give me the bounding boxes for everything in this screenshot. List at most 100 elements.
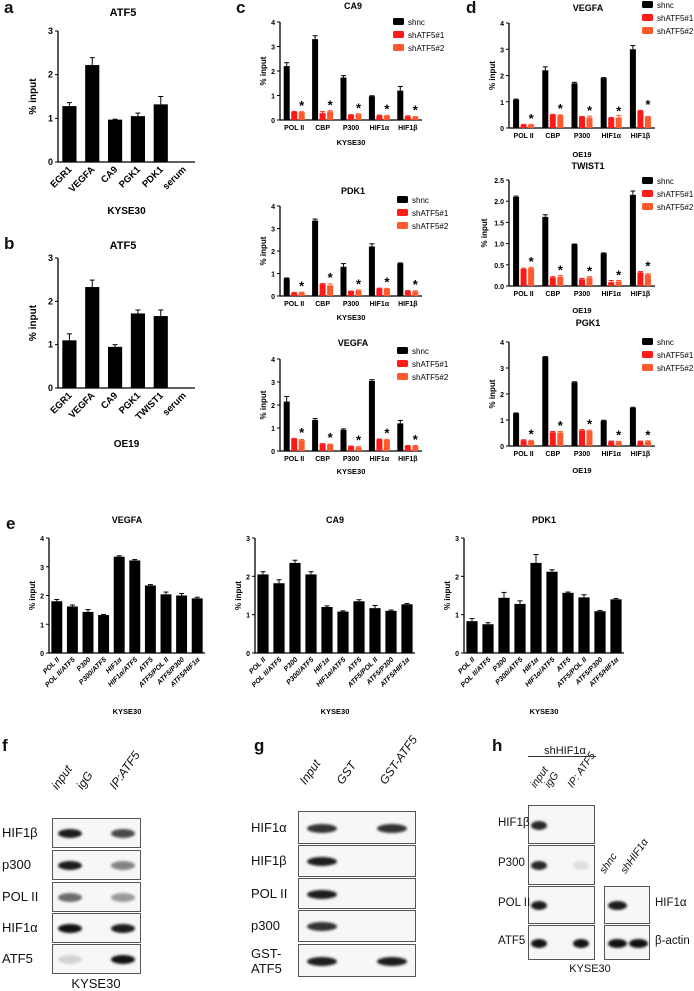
bar-shatf52 [615,117,622,128]
bar-chip [191,598,203,653]
y-axis-label: % input [488,61,497,90]
bar-atf5 [153,316,168,388]
y-tick-label: 1 [271,94,275,101]
bar-shatf52 [586,277,593,286]
bar-atf5 [153,104,168,162]
band [377,956,407,966]
legend-label: shATF5#2 [412,373,449,382]
bar-chip [257,574,269,653]
legend-label: shATF5#1 [657,351,694,360]
bar-shatf52 [557,115,564,128]
y-tick-label: 0.5 [494,263,504,270]
bar-chip [514,603,526,653]
x-axis-label: OE19 [572,466,591,475]
bar-shatf52 [327,111,334,120]
legend-swatch [642,177,653,184]
band [58,893,82,902]
chart-title: VEGFA [112,515,143,525]
panel-label-c: c [236,0,246,17]
bar-shnc [629,49,636,128]
bar-shatf51 [348,291,354,296]
significance-star: * [558,263,564,278]
significance-star: * [645,97,651,112]
y-axis-label: % input [28,78,39,115]
bar-shnc [629,194,636,286]
row-label: POL II [251,885,288,901]
significance-star: * [328,97,334,112]
x-axis-label: OE19 [114,439,140,450]
bar-chip [594,611,606,653]
bar-chip [98,615,110,653]
bar-shnc [397,423,404,451]
x-tick-label: CBP [545,451,560,458]
bar-shatf51 [579,430,585,446]
bar-shatf51 [520,124,527,128]
significance-star: * [558,101,564,116]
legend-swatch [642,14,653,21]
band [111,829,135,838]
band [531,901,547,910]
y-tick-label: 1 [40,622,44,629]
bar-shatf51 [637,110,644,128]
significance-star: * [413,102,419,117]
bar-shatf52 [615,441,622,446]
legend-label: shnc [657,177,674,186]
y-tick-label: 2 [246,574,250,581]
bar-shatf51 [520,440,527,446]
y-axis-label: % input [259,236,268,265]
row-label: HIF1β [2,825,38,840]
x-tick-label: VEGFA [67,390,98,421]
legend-swatch [397,209,408,216]
bar-chip [401,604,413,653]
y-axis-label: % input [480,218,489,247]
bar-shatf51 [348,446,354,451]
bar-chip [562,592,574,653]
bar-chip [385,610,397,653]
bar-shnc [629,407,636,446]
bar-shatf52 [644,116,651,128]
bar-atf5 [108,346,123,388]
band [307,956,337,966]
legend-swatch [642,27,653,34]
bar-shatf52 [586,117,593,128]
bar-shatf51 [291,292,298,296]
legend-swatch [393,31,404,38]
chart-d2: TWIST1 0.0 0.5 1.0 1.5 2.0 2.5 % input OE19 * POL … [480,161,694,315]
x-tick-label: HIF1α [370,456,390,463]
bar-shnc [542,216,549,286]
legend-swatch [393,18,404,25]
bar-shatf51 [291,438,298,451]
significance-star: * [616,104,622,119]
panel-label-h: h [492,736,503,755]
significance-star: * [299,279,305,294]
y-tick-label: 1 [48,113,53,123]
legend-label: shATF5#2 [657,364,694,373]
y-tick-label: 1 [500,418,504,425]
y-tick-label: 2 [48,70,53,80]
y-tick-label: 0 [500,126,504,133]
bar-atf5 [130,313,145,388]
bar-shatf51 [319,444,326,451]
blot-row-hif1 [298,845,416,877]
bar-shatf52 [528,124,535,128]
bar-shnc [283,401,290,451]
bar-shatf51 [579,279,585,286]
bar-shnc [340,266,347,296]
x-tick-label: serum [161,390,189,418]
panel-label-a: a [4,0,14,17]
x-axis-label: KYSE30 [113,707,142,716]
significance-star: * [587,264,593,279]
band [608,901,627,910]
x-tick-label: POL II [514,451,534,458]
bar-chip [305,574,317,653]
chart-title: ATF5 [110,240,137,252]
bar-shnc [513,196,520,286]
bar-shatf52 [355,447,362,451]
chart-title: CA9 [326,515,344,525]
chart-title: VEGFA [338,338,369,348]
y-axis-label: % input [28,581,37,610]
band [307,823,337,833]
legend-label: shATF5#2 [412,222,449,231]
legend-label: shATF5#1 [657,14,694,23]
y-tick-label: 3 [500,366,504,373]
